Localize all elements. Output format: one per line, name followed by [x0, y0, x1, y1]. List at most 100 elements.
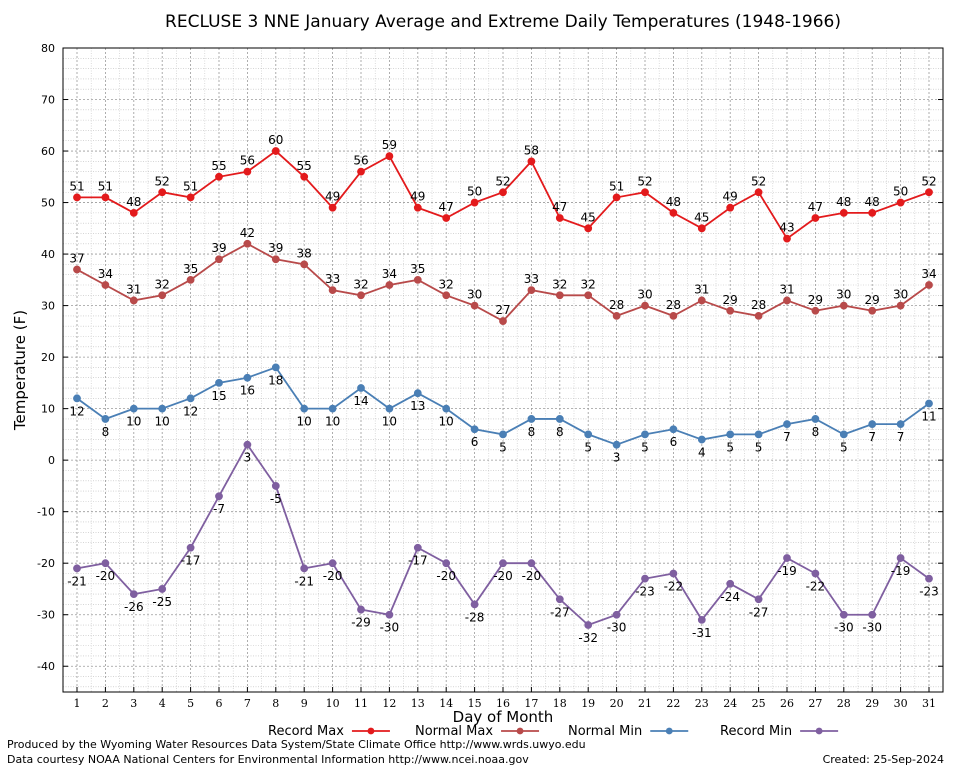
data-point: [754, 312, 763, 320]
data-point: [783, 554, 791, 562]
data-label: -31: [692, 626, 712, 640]
data-label: 31: [694, 282, 709, 296]
data-label: 28: [751, 298, 766, 312]
x-tick-label: 28: [837, 697, 851, 710]
data-point: [357, 167, 365, 176]
data-point: [73, 265, 81, 274]
x-tick-label: 3: [130, 697, 137, 710]
data-label: 10: [325, 415, 340, 429]
data-point: [641, 574, 649, 583]
x-tick-label: 8: [272, 697, 279, 710]
x-tick-label: 26: [780, 697, 794, 710]
data-point: [612, 312, 621, 320]
legend: Record Max Normal Max Normal Min Record Min: [268, 724, 839, 739]
data-label: 51: [98, 179, 113, 193]
data-point: [555, 291, 564, 300]
data-label: -19: [891, 564, 911, 578]
data-label: 55: [297, 159, 312, 173]
data-point: [499, 317, 507, 325]
data-point: [101, 193, 110, 202]
data-point: [584, 224, 593, 233]
data-label: 7: [897, 430, 905, 444]
data-point: [357, 291, 365, 300]
data-label: 49: [325, 190, 340, 204]
data-label: 48: [865, 195, 880, 209]
series-normal-min: 12 8 10 10 12 15 16 18 10 10 14 10 13 10 6 5 8 8 5 3 5 6 4 5 5 7 8…: [69, 363, 937, 465]
data-point: [186, 193, 195, 202]
data-label: 51: [69, 179, 84, 193]
data-label: 28: [609, 298, 624, 312]
data-point: [186, 275, 195, 284]
data-point: [754, 188, 763, 197]
data-label: 8: [528, 425, 536, 439]
data-label: -21: [294, 574, 314, 588]
data-label: -5: [270, 492, 282, 506]
x-tick-label: 11: [354, 697, 368, 710]
data-point: [783, 296, 791, 305]
data-point: [527, 157, 536, 166]
data-point: [470, 600, 479, 609]
footer-data-source: Data courtesy NOAA National Centers for …: [7, 753, 529, 766]
data-point: [385, 281, 394, 289]
data-label: -27: [550, 605, 570, 619]
data-point: [669, 425, 678, 434]
data-label: 10: [382, 415, 397, 429]
x-tick-label: 19: [581, 697, 595, 710]
data-point: [357, 605, 365, 614]
data-point: [271, 482, 280, 490]
data-point: [839, 301, 848, 310]
data-point: [896, 554, 905, 562]
data-point: [555, 214, 564, 222]
data-point: [158, 404, 167, 413]
data-label: 14: [353, 394, 368, 408]
data-point: [896, 198, 905, 207]
data-label: -23: [635, 585, 655, 599]
legend-label: Normal Min: [568, 724, 642, 739]
data-point: [896, 420, 905, 428]
data-point: [555, 595, 564, 604]
data-point: [413, 389, 422, 398]
data-label: -30: [607, 621, 627, 635]
data-label: 33: [524, 272, 539, 286]
data-point: [868, 306, 877, 315]
data-point: [413, 543, 422, 552]
data-point: [300, 564, 309, 573]
x-tick-label: 29: [865, 697, 879, 710]
data-label: 5: [499, 440, 507, 454]
data-point: [158, 188, 167, 197]
data-point: [783, 234, 791, 243]
grid: [63, 47, 943, 692]
data-point: [868, 208, 877, 217]
x-tick-label: 5: [187, 697, 194, 710]
data-point: [499, 430, 507, 439]
data-label: 47: [439, 200, 454, 214]
data-label: -20: [493, 569, 513, 583]
data-point: [243, 167, 252, 176]
data-point: [754, 430, 763, 439]
data-point: [726, 430, 735, 439]
data-point: [300, 404, 309, 413]
y-tick-label: 30: [41, 300, 55, 313]
data-point: [385, 610, 394, 619]
x-tick-label: 15: [468, 697, 482, 710]
data-point: [470, 301, 479, 310]
data-point: [868, 610, 877, 619]
data-label: 39: [268, 241, 283, 255]
y-tick-label: 50: [41, 197, 55, 210]
x-axis-label: Day of Month: [453, 708, 554, 726]
data-point: [811, 415, 820, 423]
data-label: 48: [666, 195, 681, 209]
data-label: 52: [637, 174, 652, 188]
data-label: 5: [755, 440, 763, 454]
y-tick-label: 70: [41, 94, 55, 107]
footer-credit-line: Produced by the Wyoming Water Resources …: [7, 738, 586, 751]
data-label: 8: [102, 425, 110, 439]
data-point: [357, 384, 365, 392]
data-point: [215, 492, 223, 501]
data-label: 10: [297, 415, 312, 429]
x-tick-label: 2: [102, 697, 109, 710]
x-tick-label: 10: [326, 697, 340, 710]
data-label: 34: [98, 267, 113, 281]
